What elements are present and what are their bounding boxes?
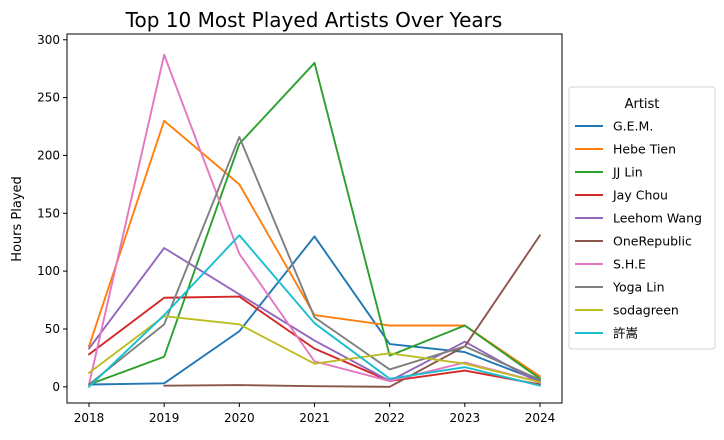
legend-label: Yoga Lin <box>612 280 665 295</box>
legend-label: JJ Lin <box>612 165 643 180</box>
y-tick-label: 50 <box>45 322 60 336</box>
y-tick-label: 250 <box>37 91 60 105</box>
series-line <box>163 234 541 388</box>
series-line <box>88 136 541 386</box>
legend-title: Artist <box>625 97 660 112</box>
legend-items: G.E.M. Hebe Tien JJ Lin Jay Chou Leehom Wang… <box>575 119 702 341</box>
x-tick-label: 2022 <box>374 411 405 425</box>
legend-box <box>568 86 716 350</box>
legend-label: sodagreen <box>613 303 679 318</box>
series-line <box>88 119 541 378</box>
x-tick-label: 2018 <box>74 411 105 425</box>
y-tick-label: 0 <box>52 380 60 394</box>
series-line <box>88 247 541 385</box>
y-tick-label: 150 <box>37 206 60 220</box>
series-line <box>88 235 541 386</box>
legend-label: OneRepublic <box>613 234 692 249</box>
x-tick-label: 2023 <box>450 411 481 425</box>
series-line <box>88 61 541 386</box>
legend-label: Hebe Tien <box>613 142 676 157</box>
y-axis: 0 50 100 150 200 250 300 <box>37 33 67 394</box>
legend-label: G.E.M. <box>613 119 653 134</box>
series-line <box>88 295 541 386</box>
chart-title: Top 10 Most Played Artists Over Years <box>125 8 503 32</box>
series-layer <box>88 53 541 388</box>
legend-label: Leehom Wang <box>613 211 702 226</box>
series-line <box>88 53 541 386</box>
legend-label: Jay Chou <box>612 188 668 203</box>
y-axis-label: Hours Played <box>10 176 25 262</box>
y-tick-label: 300 <box>37 33 60 47</box>
x-tick-label: 2019 <box>149 411 180 425</box>
y-tick-label: 100 <box>37 264 60 278</box>
x-tick-label: 2021 <box>299 411 330 425</box>
y-tick-label: 200 <box>37 148 60 162</box>
legend: Artist G.E.M. Hebe Tien JJ Lin Jay Chou Leeh… <box>568 86 716 350</box>
legend-label: S.H.E <box>613 257 646 272</box>
x-tick-label: 2024 <box>525 411 556 425</box>
series-line <box>88 234 541 388</box>
legend-label: 許嵩 <box>613 326 638 341</box>
x-tick-label: 2020 <box>224 411 255 425</box>
x-axis: 2018 2019 2020 2021 2022 2023 2024 <box>74 403 556 425</box>
